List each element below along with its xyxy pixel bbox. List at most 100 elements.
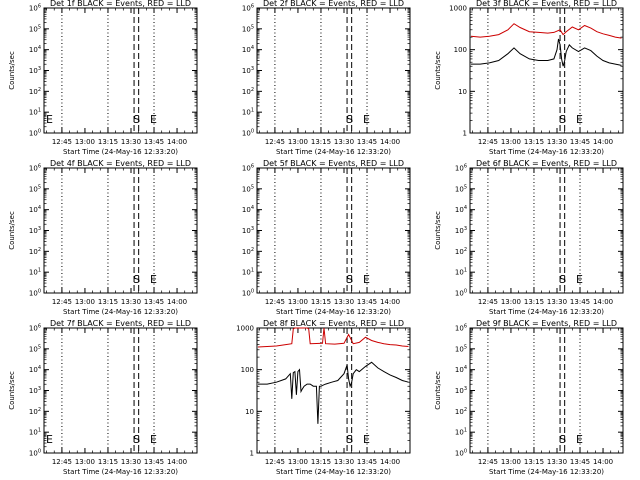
plot-frame	[43, 7, 198, 134]
x-axis-label: Start Time (24-May-16 12:33:20)	[276, 308, 391, 316]
y-tick-label: 102	[29, 247, 41, 256]
plot-frame	[469, 7, 624, 134]
end-marker-label: E	[46, 113, 53, 126]
x-tick-label: 13:15	[524, 298, 544, 306]
plot-frame	[256, 327, 411, 454]
y-tick-label: 102	[242, 247, 254, 256]
x-tick-label: 13:00	[501, 298, 521, 306]
x-tick-label: 13:15	[98, 458, 118, 466]
x-tick-label: 14:00	[380, 138, 400, 146]
y-tick-label: 101	[29, 428, 41, 437]
end-marker-label: E	[363, 113, 370, 126]
panel-title: Det 1f BLACK = Events, RED = LLD	[50, 0, 191, 8]
x-tick-label: 13:30	[334, 458, 354, 466]
y-tick-label: 103	[242, 66, 254, 75]
y-tick-label: 101	[29, 268, 41, 277]
x-tick-label: 12:45	[478, 298, 498, 306]
y-axis-label: Counts/sec	[434, 211, 442, 250]
y-tick-label: 105	[29, 344, 41, 353]
x-tick-label: 13:45	[570, 458, 590, 466]
x-tick-label: 13:00	[288, 298, 308, 306]
y-tick-label: 100	[455, 289, 467, 298]
y-tick-label: 103	[455, 386, 467, 395]
x-tick-label: 13:30	[121, 458, 141, 466]
detector-panel-1: Det 1f BLACK = Events, RED = LLD 100 101 10…	[8, 0, 198, 156]
y-tick-label: 100	[242, 289, 254, 298]
end-marker-label: E	[576, 273, 583, 286]
panel-title: Det 7f BLACK = Events, RED = LLD	[50, 319, 191, 328]
y-axis-label: Counts/sec	[434, 371, 442, 410]
y-tick-label: 104	[29, 365, 41, 374]
x-tick-label: 14:00	[380, 298, 400, 306]
detector-panel-3: Det 3f BLACK = Events, RED = LLD 1 10 100 10…	[434, 0, 624, 156]
panel-title: Det 2f BLACK = Events, RED = LLD	[263, 0, 404, 8]
detector-panel-9: Det 9f BLACK = Events, RED = LLD 100 101 10…	[434, 319, 624, 476]
y-tick-label: 103	[29, 66, 41, 75]
y-tick-label: 103	[455, 226, 467, 235]
x-tick-label: 14:00	[380, 458, 400, 466]
x-tick-label: 14:00	[593, 298, 613, 306]
detector-panel-7: Det 7f BLACK = Events, RED = LLD 100 101 10…	[8, 319, 198, 476]
x-tick-label: 12:45	[52, 458, 72, 466]
x-tick-label: 13:00	[288, 138, 308, 146]
y-tick-label: 1	[250, 450, 254, 458]
y-tick-label: 104	[455, 205, 467, 214]
events-series-line	[258, 361, 409, 424]
y-tick-label: 101	[29, 108, 41, 117]
y-tick-label: 104	[29, 45, 41, 54]
panel-title: Det 4f BLACK = Events, RED = LLD	[50, 159, 191, 168]
x-tick-label: 13:00	[288, 458, 308, 466]
x-axis-label: Start Time (24-May-16 12:33:20)	[63, 468, 178, 476]
x-axis-label: Start Time (24-May-16 12:33:20)	[489, 468, 604, 476]
start-marker-label: S	[559, 113, 566, 126]
x-axis-label: Start Time (24-May-16 12:33:20)	[63, 148, 178, 156]
end-marker-label: E	[576, 433, 583, 446]
panel-title: Det 8f BLACK = Events, RED = LLD	[263, 319, 404, 328]
panel-title: Det 5f BLACK = Events, RED = LLD	[263, 159, 404, 168]
lld-series-line	[470, 23, 622, 39]
panel-title: Det 6f BLACK = Events, RED = LLD	[476, 159, 617, 168]
panel-title: Det 3f BLACK = Events, RED = LLD	[476, 0, 617, 8]
y-tick-label: 100	[29, 289, 41, 298]
y-tick-label: 104	[455, 365, 467, 374]
y-tick-label: 106	[29, 324, 41, 333]
detector-panel-5: Det 5f BLACK = Events, RED = LLD 100 101 10…	[242, 159, 411, 316]
start-marker-label: S	[559, 433, 566, 446]
detector-panel-6: Det 6f BLACK = Events, RED = LLD 100 101 10…	[434, 159, 624, 316]
y-tick-label: 103	[242, 226, 254, 235]
x-tick-label: 14:00	[167, 138, 187, 146]
y-axis-label: Counts/sec	[8, 51, 16, 90]
start-marker-label: S	[346, 433, 353, 446]
start-marker-label: S	[346, 273, 353, 286]
plot-frame	[256, 7, 411, 134]
y-tick-label: 1000	[236, 325, 254, 333]
y-tick-label: 102	[29, 407, 41, 416]
x-axis-label: Start Time (24-May-16 12:33:20)	[276, 148, 391, 156]
end-marker-label: E	[363, 273, 370, 286]
x-tick-label: 14:00	[593, 458, 613, 466]
x-tick-label: 12:45	[265, 458, 285, 466]
x-tick-label: 13:45	[570, 138, 590, 146]
y-tick-label: 104	[242, 45, 254, 54]
y-tick-label: 100	[454, 46, 467, 54]
x-tick-label: 13:00	[75, 298, 95, 306]
y-tick-label: 102	[29, 87, 41, 96]
y-axis-label: Counts/sec	[434, 51, 442, 90]
y-tick-label: 10	[245, 408, 254, 416]
y-tick-label: 106	[455, 324, 467, 333]
x-tick-label: 13:45	[357, 138, 377, 146]
y-tick-label: 101	[242, 268, 254, 277]
y-tick-label: 106	[29, 164, 41, 173]
y-tick-label: 105	[242, 24, 254, 33]
x-tick-label: 12:45	[478, 138, 498, 146]
x-tick-label: 13:30	[547, 458, 567, 466]
x-axis-label: Start Time (24-May-16 12:33:20)	[489, 308, 604, 316]
y-tick-label: 1	[463, 130, 467, 138]
end-marker-label: E	[150, 273, 157, 286]
y-tick-label: 1000	[449, 5, 467, 13]
start-marker-label: S	[559, 273, 566, 286]
y-tick-label: 100	[29, 449, 41, 458]
y-tick-label: 102	[455, 247, 467, 256]
x-tick-label: 14:00	[167, 458, 187, 466]
x-tick-label: 13:30	[334, 138, 354, 146]
